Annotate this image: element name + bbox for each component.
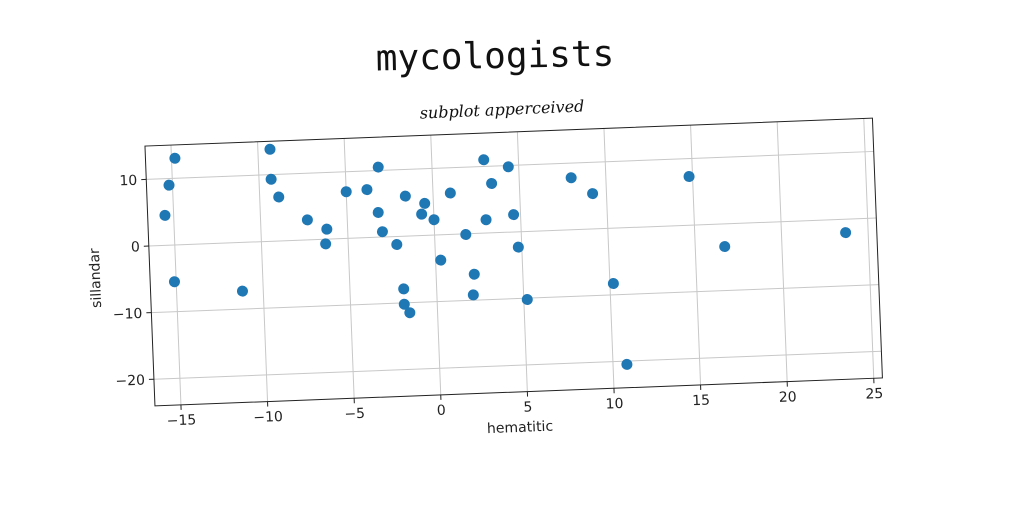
y-gridline: [153, 350, 882, 380]
x-tick-label: −10: [253, 409, 283, 426]
data-point: [565, 172, 577, 184]
x-axis-label: hematitic: [487, 419, 554, 438]
data-point: [265, 173, 277, 185]
data-point: [502, 161, 514, 173]
y-tick-label: 0: [131, 239, 141, 255]
data-point: [321, 223, 333, 235]
data-point: [301, 214, 313, 226]
data-point: [435, 254, 447, 266]
x-gridline: [863, 118, 875, 379]
x-tick-label: 0: [437, 403, 447, 419]
plot-frame: [144, 117, 883, 407]
data-point: [478, 154, 490, 166]
data-point: [398, 298, 410, 310]
data-point: [264, 143, 276, 155]
data-point: [399, 190, 411, 202]
data-point: [168, 276, 180, 288]
data-point: [428, 214, 440, 226]
data-point: [169, 152, 181, 164]
data-point: [419, 197, 431, 209]
x-gridline: [603, 128, 615, 389]
data-point: [444, 187, 456, 199]
data-point: [467, 289, 479, 301]
data-point: [404, 307, 416, 319]
data-point: [320, 238, 332, 250]
x-tick-label: −15: [166, 412, 196, 429]
data-point: [486, 177, 498, 189]
data-point: [340, 186, 352, 198]
data-point: [512, 241, 524, 253]
data-point: [159, 209, 171, 221]
x-gridline: [430, 135, 442, 395]
data-point: [376, 226, 388, 238]
data-point: [416, 208, 428, 220]
data-points: [159, 143, 852, 370]
x-gridline: [776, 121, 788, 382]
data-point: [468, 268, 480, 280]
y-tick-label: −20: [115, 373, 145, 390]
x-tick-label: 25: [865, 386, 883, 403]
data-point: [521, 294, 533, 306]
data-point: [480, 214, 492, 226]
axis-ticks: −15 −10 −5 0 5 10 15 20 25 −20 −10 0 10: [113, 173, 884, 430]
x-gridline: [516, 131, 528, 392]
data-point: [361, 184, 373, 196]
x-tick-label: −5: [344, 406, 365, 423]
data-point: [391, 238, 403, 250]
y-tick-label: −10: [113, 306, 143, 323]
data-point: [372, 207, 384, 219]
data-point: [398, 283, 410, 295]
y-gridline: [151, 284, 879, 314]
data-point: [587, 188, 599, 200]
data-point: [273, 191, 285, 203]
y-gridline: [148, 217, 877, 247]
data-point: [621, 358, 633, 370]
x-tick-label: 10: [605, 396, 623, 413]
x-tick-label: 15: [692, 393, 710, 410]
grid: [146, 118, 882, 405]
data-point: [508, 209, 520, 221]
data-point: [236, 285, 248, 297]
data-point: [840, 227, 852, 239]
x-tick-label: 20: [779, 389, 797, 406]
data-point: [683, 171, 695, 183]
data-point: [719, 241, 731, 253]
x-tick-label: 5: [523, 399, 533, 415]
x-gridline: [690, 125, 702, 385]
data-point: [607, 278, 619, 290]
x-gridline: [343, 138, 355, 399]
y-axis-label: sillandar: [87, 248, 105, 308]
data-point: [163, 179, 175, 191]
data-point: [460, 228, 472, 240]
y-tick-label: 10: [119, 173, 137, 190]
data-point: [372, 161, 384, 173]
x-gridline: [257, 141, 269, 402]
